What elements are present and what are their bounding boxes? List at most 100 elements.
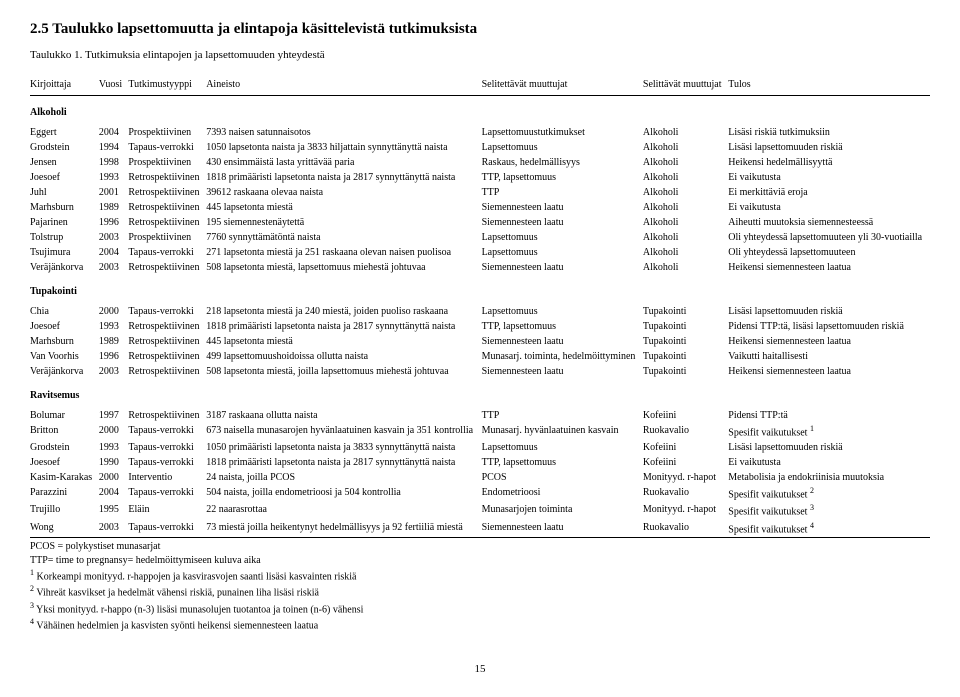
cell: 445 lapsetonta miestä bbox=[206, 334, 481, 349]
cell: Kofeiini bbox=[643, 455, 728, 470]
cell: Tupakointi bbox=[643, 334, 728, 349]
research-table: Kirjoittaja Vuosi Tutkimustyyppi Aineist… bbox=[30, 76, 930, 538]
page-number: 15 bbox=[30, 662, 930, 676]
cell: Marhsburn bbox=[30, 334, 99, 349]
cell: Veräjänkorva bbox=[30, 364, 99, 379]
cell: Munasarj. toiminta, hedelmöittyminen bbox=[482, 349, 643, 364]
cell: 1993 bbox=[99, 319, 129, 334]
cell: Bolumar bbox=[30, 408, 99, 423]
cell: Retrospektiivinen bbox=[128, 260, 206, 275]
cell: TTP bbox=[482, 185, 643, 200]
cell: Ei vaikutusta bbox=[728, 455, 930, 470]
cell: Pidensi TTP:tä, lisäsi lapsettomuuden ri… bbox=[728, 319, 930, 334]
cell: 1818 primääristi lapsetonta naista ja 28… bbox=[206, 170, 481, 185]
cell: 1994 bbox=[99, 140, 129, 155]
cell: Marhsburn bbox=[30, 200, 99, 215]
cell: Tapaus-verrokki bbox=[128, 455, 206, 470]
cell: Retrospektiivinen bbox=[128, 364, 206, 379]
cell: Monityyd. r-hapot bbox=[643, 470, 728, 485]
cell: 2003 bbox=[99, 364, 129, 379]
cell: Kasim-Karakas bbox=[30, 470, 99, 485]
cell: Britton bbox=[30, 423, 99, 440]
cell: Alkoholi bbox=[643, 245, 728, 260]
cell: Juhl bbox=[30, 185, 99, 200]
cell: Tolstrup bbox=[30, 230, 99, 245]
cell: Eggert bbox=[30, 125, 99, 140]
cell: 673 naisella munasarojen hyvänlaatuinen … bbox=[206, 423, 481, 440]
cell: Alkoholi bbox=[643, 185, 728, 200]
cell: Spesifit vaikutukset 3 bbox=[728, 502, 930, 519]
table-row: Marhsburn1989Retrospektiivinen445 lapset… bbox=[30, 334, 930, 349]
cell: PCOS bbox=[482, 470, 643, 485]
cell: 2003 bbox=[99, 260, 129, 275]
cell: Eläin bbox=[128, 502, 206, 519]
cell: Prospektiivinen bbox=[128, 155, 206, 170]
table-row: Van Voorhis1996Retrospektiivinen499 laps… bbox=[30, 349, 930, 364]
cell: Heikensi hedelmällisyyttä bbox=[728, 155, 930, 170]
footnote-line: PCOS = polykystiset munasarjat bbox=[30, 540, 930, 553]
cell: Joesoef bbox=[30, 170, 99, 185]
table-row: Eggert2004Prospektiivinen7393 naisen sat… bbox=[30, 125, 930, 140]
col-year: Vuosi bbox=[99, 76, 129, 96]
cell: 1050 primääristi lapsetonta naista ja 38… bbox=[206, 440, 481, 455]
cell: Spesifit vaikutukset 4 bbox=[728, 520, 930, 538]
cell: 499 lapsettomuushoidoissa ollutta naista bbox=[206, 349, 481, 364]
cell: 2004 bbox=[99, 245, 129, 260]
cell: Retrospektiivinen bbox=[128, 170, 206, 185]
cell: 504 naista, joilla endometrioosi ja 504 … bbox=[206, 485, 481, 502]
cell: Prospektiivinen bbox=[128, 230, 206, 245]
cell: 1818 primääristi lapsetonta naista ja 28… bbox=[206, 319, 481, 334]
cell: Ruokavalio bbox=[643, 423, 728, 440]
cell: Tapaus-verrokki bbox=[128, 440, 206, 455]
cell: TTP, lapsettomuus bbox=[482, 170, 643, 185]
footnote-line: 4 Vähäinen hedelmien ja kasvisten syönti… bbox=[30, 617, 930, 632]
table-row: Trujillo1995Eläin22 naarasrottaaMunasarj… bbox=[30, 502, 930, 519]
table-row: Veräjänkorva2003Retrospektiivinen508 lap… bbox=[30, 364, 930, 379]
table-row: Joesoef1993Retrospektiivinen1818 primäär… bbox=[30, 170, 930, 185]
cell: Raskaus, hedelmällisyys bbox=[482, 155, 643, 170]
cell: Joesoef bbox=[30, 455, 99, 470]
cell: 1993 bbox=[99, 170, 129, 185]
cell: 24 naista, joilla PCOS bbox=[206, 470, 481, 485]
cell: TTP, lapsettomuus bbox=[482, 455, 643, 470]
table-row: Kasim-Karakas2000Interventio24 naista, j… bbox=[30, 470, 930, 485]
cell: TTP, lapsettomuus bbox=[482, 319, 643, 334]
cell: 1998 bbox=[99, 155, 129, 170]
table-row: Veräjänkorva2003Retrospektiivinen508 lap… bbox=[30, 260, 930, 275]
cell: Alkoholi bbox=[643, 125, 728, 140]
cell: Ei vaikutusta bbox=[728, 170, 930, 185]
table-row: Joesoef1993Retrospektiivinen1818 primäär… bbox=[30, 319, 930, 334]
cell: Lisäsi lapsettomuuden riskiä bbox=[728, 140, 930, 155]
cell: Endometrioosi bbox=[482, 485, 643, 502]
cell: Retrospektiivinen bbox=[128, 334, 206, 349]
cell: Pidensi TTP:tä bbox=[728, 408, 930, 423]
footnote-line: 1 Korkeampi monityyd. r-happojen ja kasv… bbox=[30, 568, 930, 583]
header-row: Kirjoittaja Vuosi Tutkimustyyppi Aineist… bbox=[30, 76, 930, 96]
group-label: Alkoholi bbox=[30, 95, 930, 125]
cell: Retrospektiivinen bbox=[128, 185, 206, 200]
cell: Lisäsi lapsettomuuden riskiä bbox=[728, 304, 930, 319]
col-explaining: Selittävät muuttujat bbox=[643, 76, 728, 96]
cell: Lapsettomuus bbox=[482, 304, 643, 319]
cell: 430 ensimmäistä lasta yrittävää paria bbox=[206, 155, 481, 170]
cell: 1990 bbox=[99, 455, 129, 470]
cell: 2000 bbox=[99, 423, 129, 440]
cell: Lisäsi lapsettomuuden riskiä bbox=[728, 440, 930, 455]
group-label-text: Ravitsemus bbox=[30, 379, 930, 408]
cell: Siemennesteen laatu bbox=[482, 364, 643, 379]
cell: 445 lapsetonta miestä bbox=[206, 200, 481, 215]
cell: 2000 bbox=[99, 304, 129, 319]
cell: Siemennesteen laatu bbox=[482, 200, 643, 215]
cell: Parazzini bbox=[30, 485, 99, 502]
col-result: Tulos bbox=[728, 76, 930, 96]
cell: Jensen bbox=[30, 155, 99, 170]
table-row: Chia2000Tapaus-verrokki218 lapsetonta mi… bbox=[30, 304, 930, 319]
cell: Tapaus-verrokki bbox=[128, 423, 206, 440]
cell: Tapaus-verrokki bbox=[128, 140, 206, 155]
table-row: Grodstein1993Tapaus-verrokki1050 primäär… bbox=[30, 440, 930, 455]
cell: 1995 bbox=[99, 502, 129, 519]
cell: Pajarinen bbox=[30, 215, 99, 230]
cell: Veräjänkorva bbox=[30, 260, 99, 275]
cell: Ruokavalio bbox=[643, 520, 728, 538]
cell: Tapaus-verrokki bbox=[128, 520, 206, 538]
